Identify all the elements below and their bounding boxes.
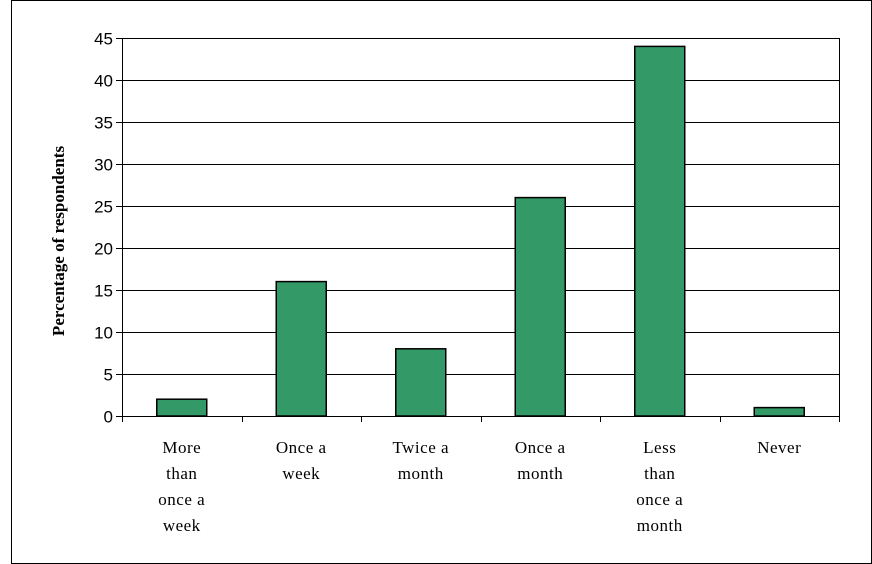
x-tick-labels: More than once a week Once a week Twice a month… xyxy=(158,438,801,535)
y-tick-label: 40 xyxy=(94,72,113,91)
y-tick-label: 15 xyxy=(94,282,113,301)
gridlines xyxy=(122,38,839,375)
bar xyxy=(395,348,447,417)
x-tick-label: Once a month xyxy=(515,438,566,483)
bars xyxy=(156,45,805,417)
x-tick-label: Never xyxy=(757,438,801,457)
y-tick-label: 35 xyxy=(94,114,113,133)
y-tick-label: 5 xyxy=(104,366,113,385)
y-tick-label: 25 xyxy=(94,198,113,217)
bar xyxy=(514,196,566,417)
bar xyxy=(634,45,686,417)
x-tick-label: Once a week xyxy=(276,438,327,483)
y-tick-label: 45 xyxy=(94,30,113,49)
y-tick-label: 20 xyxy=(94,240,113,259)
y-tick-label: 0 xyxy=(104,408,113,427)
y-tick-label: 30 xyxy=(94,156,113,175)
x-tick-label: Twice a month xyxy=(392,438,449,483)
bar xyxy=(156,398,208,417)
x-tick-label: Less than once a month xyxy=(636,438,683,535)
y-tick-labels: 0 5 10 15 20 25 30 35 40 45 xyxy=(94,30,113,427)
y-axis-label: Percentage of respondents xyxy=(49,146,68,337)
x-tick-label: More than once a week xyxy=(158,438,205,535)
y-tick-label: 10 xyxy=(94,324,113,343)
bar xyxy=(275,280,327,417)
axes xyxy=(116,38,840,422)
bar xyxy=(753,406,805,417)
